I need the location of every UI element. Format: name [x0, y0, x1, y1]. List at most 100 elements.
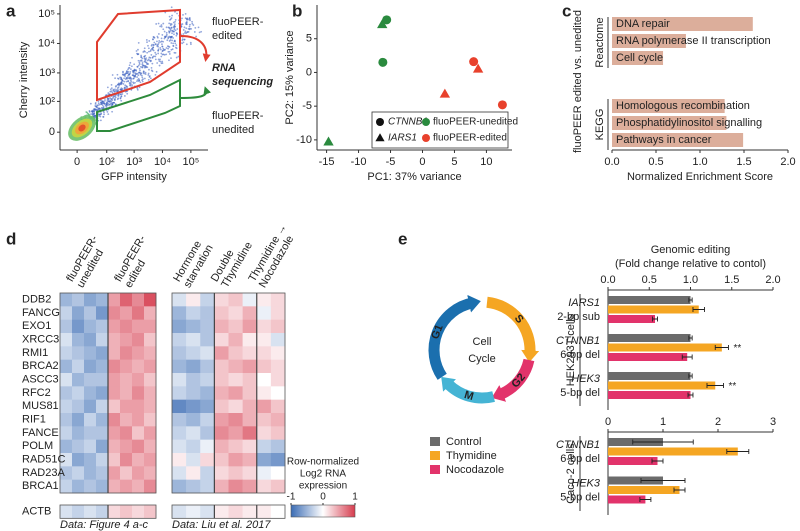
annotation: RNA — [212, 62, 236, 74]
density-dot — [197, 26, 200, 29]
density-dot — [109, 99, 112, 102]
density-dot — [161, 53, 164, 56]
density-dot — [154, 58, 157, 61]
density-dot — [171, 30, 174, 33]
density-dot — [145, 57, 148, 60]
heatmap-cell — [144, 319, 157, 334]
heatmap-cell — [108, 413, 121, 427]
heatmap-cell — [132, 466, 145, 480]
heatmap-cell — [108, 399, 121, 414]
gate-label: unedited — [212, 124, 254, 136]
density-dot — [158, 40, 161, 42]
heatmap-cell — [200, 466, 215, 480]
legend-swatch — [430, 437, 440, 446]
heatmap-cell — [60, 426, 73, 440]
x-tick-label: 0 — [74, 156, 80, 168]
bar — [612, 116, 727, 130]
bar — [608, 315, 656, 323]
density-dot — [165, 31, 168, 34]
density-dot — [126, 86, 129, 88]
heatmap-cell — [186, 386, 201, 400]
density-dot — [145, 58, 147, 61]
heatmap-cell — [242, 333, 258, 347]
density-dot — [198, 31, 201, 34]
density-dot — [164, 48, 166, 51]
bar — [612, 99, 725, 113]
heatmap-cell — [186, 306, 201, 320]
density-dot — [147, 63, 150, 65]
heatmap-cell — [108, 426, 121, 440]
panel-label: a — [6, 1, 16, 20]
heatmap-cell — [228, 399, 243, 414]
heatmap-cell — [60, 386, 73, 400]
heatmap-cell — [256, 333, 272, 347]
heatmap-cell — [214, 505, 229, 519]
density-dot — [182, 29, 185, 31]
x-tick-label: 10⁵ — [182, 156, 199, 168]
density-dot — [129, 68, 132, 71]
density-dot — [134, 74, 137, 77]
legend-label: fluoPEER-edited — [433, 133, 507, 144]
density-dot — [122, 71, 124, 74]
heatmap-cell — [172, 359, 187, 374]
density-dot — [115, 84, 118, 87]
density-dot — [93, 108, 95, 111]
heatmap-cell — [96, 453, 109, 467]
heatmap-cell — [60, 466, 73, 480]
heatmap-cell — [96, 413, 109, 427]
density-dot — [93, 110, 96, 113]
row-label: RFC2 — [22, 387, 51, 399]
x-tick-label: 5 — [451, 156, 457, 168]
density-dot — [169, 29, 172, 32]
heatmap-cell — [214, 293, 229, 307]
heatmap-cell — [256, 399, 272, 414]
density-dot — [98, 113, 101, 116]
heatmap-cell — [144, 399, 157, 414]
density-dot — [164, 11, 167, 14]
density-dot — [106, 111, 109, 113]
heatmap-cell — [256, 413, 272, 427]
density-dot — [139, 65, 142, 68]
heatmap-cell — [132, 399, 145, 414]
cycle-arc — [441, 376, 495, 404]
significance: ** — [733, 343, 741, 354]
heatmap-cell — [84, 386, 97, 400]
density-dot — [161, 50, 164, 53]
density-dot — [168, 53, 171, 55]
heatmap-cell — [242, 373, 258, 387]
heatmap-cell — [242, 399, 258, 414]
density-dot — [154, 43, 157, 46]
density-dot — [187, 27, 190, 30]
density-dot — [109, 88, 112, 91]
heatmap-cell — [242, 293, 258, 307]
density-dot — [156, 44, 159, 47]
density-dot — [101, 101, 104, 104]
error-bar — [673, 487, 686, 493]
density-dot — [148, 40, 151, 42]
density-dot — [165, 47, 168, 49]
heatmap-cell — [256, 453, 272, 467]
density-dot — [132, 77, 135, 80]
panel-label: e — [398, 229, 407, 248]
density-dot — [146, 51, 149, 54]
density-dot — [167, 50, 170, 53]
density-dot — [130, 65, 133, 68]
heatmap-cell — [84, 346, 97, 360]
heatmap-cell — [60, 319, 73, 334]
density-dot — [131, 69, 134, 72]
heatmap-cell — [200, 399, 215, 414]
heatmap-cell — [120, 386, 133, 400]
heatmap-cell — [144, 466, 157, 480]
heatmap-cell — [186, 413, 201, 427]
heatmap-cell — [84, 453, 97, 467]
bar — [608, 457, 658, 465]
colorbar-label: Row-normalized — [287, 457, 359, 468]
legend-swatch — [430, 451, 440, 460]
caption: Data: Liu et al. 2017 — [172, 519, 271, 531]
heatmap-cell — [242, 426, 258, 440]
heatmap-cell — [186, 426, 201, 440]
density-dot — [170, 42, 173, 44]
density-dot — [175, 47, 178, 50]
density-dot — [137, 64, 140, 67]
density-dot — [109, 102, 112, 105]
